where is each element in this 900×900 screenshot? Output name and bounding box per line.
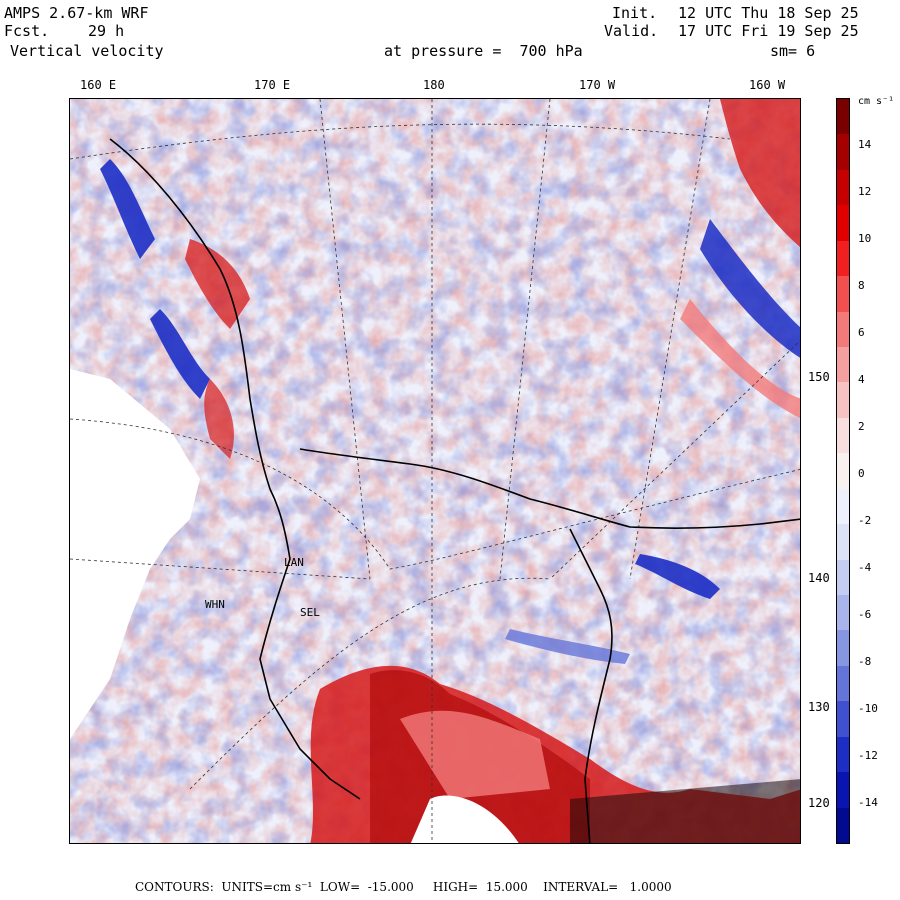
lon-label-170w: 170 W — [579, 78, 616, 92]
colorbar-segment — [837, 347, 849, 383]
lon-label-160e: 160 E — [80, 78, 117, 92]
map-panel[interactable] — [69, 98, 801, 844]
colorbar-segment — [837, 311, 849, 348]
lon-label-170e: 170 E — [254, 78, 291, 92]
colorbar-tick-label: 8 — [858, 279, 865, 292]
colorbar-tick-label: 6 — [858, 326, 865, 339]
vertical-velocity-map — [70, 99, 800, 843]
colorbar-segment — [837, 772, 849, 809]
forecast-label: Fcst. — [4, 22, 50, 40]
lon-label-180: 180 — [423, 78, 445, 92]
colorbar-segment — [837, 134, 849, 171]
colorbar-segment — [837, 276, 849, 313]
colorbar-segment — [837, 382, 849, 419]
field-name: Vertical velocity — [10, 42, 164, 60]
lat-label-130w: 130 W — [808, 700, 845, 714]
colorbar-tick-label: -4 — [858, 561, 872, 574]
colorbar-tick-label: -14 — [858, 796, 878, 809]
footer-interval: INTERVAL= 1.0000 — [543, 880, 672, 894]
colorbar-segment — [837, 488, 849, 525]
model-title: AMPS 2.67-km WRF — [4, 4, 149, 22]
colorbar-segment — [837, 807, 849, 844]
colorbar-segment — [837, 240, 849, 277]
lat-label-120w: 120 W — [808, 796, 845, 810]
colorbar-segment — [837, 524, 849, 561]
colorbar-tick-label: -8 — [858, 655, 872, 668]
colorbar — [836, 98, 850, 844]
colorbar-tick-label: 4 — [858, 373, 865, 386]
colorbar-units: cm s⁻¹ — [858, 96, 895, 107]
colorbar-segment — [837, 99, 849, 135]
colorbar-segment — [837, 417, 849, 454]
station-lan: LAN — [284, 556, 304, 569]
colorbar-segment — [837, 665, 849, 702]
colorbar-tick-label: -10 — [858, 702, 878, 715]
forecast-hours: 29 h — [88, 22, 125, 40]
colorbar-segment — [837, 169, 849, 206]
lat-label-140w: 140 W — [808, 571, 845, 585]
colorbar-tick-label: -6 — [858, 608, 872, 621]
colorbar-segment — [837, 736, 849, 773]
station-sel: SEL — [300, 606, 320, 619]
colorbar-tick-label: 14 — [858, 138, 872, 151]
init-time: 12 UTC Thu 18 Sep 25 — [678, 4, 859, 22]
lon-label-160w: 160 W — [749, 78, 786, 92]
lat-label-150w: 150 W — [808, 370, 845, 384]
colorbar-tick-label: 2 — [858, 420, 865, 433]
colorbar-segment — [837, 453, 849, 490]
colorbar-segment — [837, 559, 849, 596]
pressure-level: at pressure = 700 hPa — [384, 42, 583, 60]
smoothing: sm= 6 — [770, 42, 816, 60]
colorbar-tick-label: -12 — [858, 749, 878, 762]
valid-time: 17 UTC Fri 19 Sep 25 — [678, 22, 859, 40]
colorbar-segment — [837, 630, 849, 667]
footer-contours-label: CONTOURS: — [135, 880, 214, 894]
valid-label: Valid. — [604, 22, 659, 40]
footer-units: UNITS=cm s⁻¹ — [221, 880, 313, 894]
footer-high: HIGH= 15.000 — [432, 880, 528, 894]
station-whn: WHN — [205, 598, 225, 611]
colorbar-segment — [837, 595, 849, 631]
colorbar-segment — [837, 205, 849, 242]
colorbar-segment — [837, 701, 849, 738]
contour-footer: CONTOURS: UNITS=cm s⁻¹ LOW= -15.000 HIGH… — [135, 880, 672, 894]
footer-low: LOW= -15.000 — [319, 880, 414, 894]
colorbar-tick-label: 12 — [858, 185, 872, 198]
colorbar-tick-label: -2 — [858, 514, 872, 527]
colorbar-tick-label: 10 — [858, 232, 872, 245]
init-label: Init. — [612, 4, 658, 22]
colorbar-tick-label: 0 — [858, 467, 865, 480]
